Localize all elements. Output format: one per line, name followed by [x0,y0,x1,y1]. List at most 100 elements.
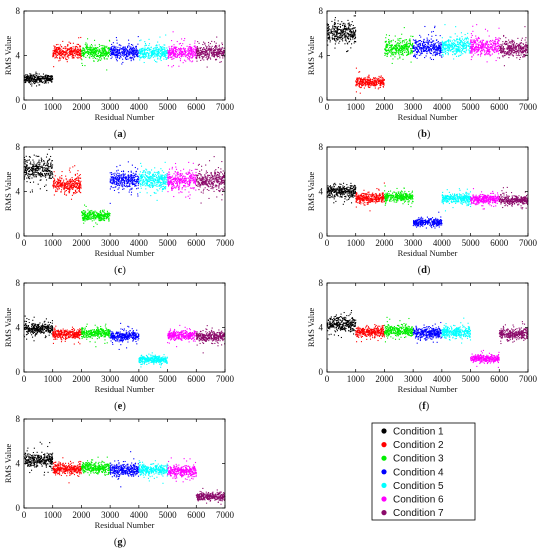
data-point [167,65,169,67]
data-point [411,48,413,50]
data-point [347,43,349,45]
data-point [420,54,422,56]
data-point [135,52,137,54]
data-point [196,51,198,53]
data-point [28,77,30,79]
data-point [147,49,149,51]
data-point [123,48,125,50]
data-point [334,35,336,37]
data-point [515,52,517,54]
data-point [199,52,201,54]
data-point [48,159,50,161]
data-point [366,79,368,81]
data-point [404,44,406,46]
data-point [478,47,480,49]
data-point [486,42,488,44]
data-point [83,49,85,51]
data-point [352,38,354,40]
data-point [76,51,78,53]
data-point [442,55,444,57]
data-point [64,50,66,53]
data-point [27,176,29,178]
data-point [411,44,413,46]
data-point [38,79,40,81]
data-point [180,53,182,55]
data-point [160,54,162,56]
data-point [456,35,458,37]
data-point [180,51,182,53]
data-point [25,75,27,78]
data-point [339,28,341,31]
data-point [438,46,440,48]
data-point [71,55,73,57]
data-point [88,51,90,53]
data-point [59,52,61,54]
data-point [385,53,387,55]
data-point [139,40,141,42]
data-point [98,45,101,47]
data-point [137,43,139,45]
data-point [56,48,58,51]
data-point [512,55,514,57]
data-point [466,44,468,46]
data-point [155,45,157,47]
data-point [397,58,399,60]
data-point [345,34,347,36]
data-point [395,44,397,46]
data-point [163,53,165,55]
data-point [83,52,85,54]
data-point [35,174,37,176]
data-point [141,51,143,53]
data-point [407,46,409,48]
data-point [477,46,479,48]
data-point [122,61,124,63]
data-point [77,170,79,172]
data-point [408,53,410,55]
data-point [515,54,517,56]
y-axis-label: RMS Value [3,36,13,76]
data-point [82,54,85,56]
data-point [369,80,371,82]
data-point [200,47,202,49]
data-point [165,51,167,53]
data-point [436,39,438,41]
data-point [84,53,86,55]
data-point [330,29,332,31]
data-point [368,76,370,78]
data-point [82,55,84,57]
data-point [333,27,335,30]
data-point [482,50,484,52]
data-point [112,50,114,52]
data-point [44,78,46,80]
data-point [86,44,88,46]
data-point [181,52,183,54]
data-point [90,44,93,46]
data-point [450,48,452,51]
data-point [444,47,446,49]
data-point [201,55,203,58]
data-point [393,54,395,56]
data-point [153,50,155,52]
data-point [55,54,57,56]
data-point [101,50,103,52]
data-point [100,51,102,53]
data-point [46,189,48,192]
data-point [162,51,164,53]
series-condition-1 [326,15,357,53]
data-point [157,51,159,53]
data-point [429,45,432,47]
x-tick-label: 4000 [433,102,452,112]
data-point [77,50,79,52]
data-point [179,48,181,50]
data-point [362,84,364,86]
data-point [93,52,95,54]
data-point [212,53,214,55]
data-point [28,82,30,84]
data-point [172,48,174,50]
data-point [180,52,182,54]
data-point [512,46,514,48]
data-point [452,42,454,44]
data-point [478,37,480,40]
x-axis-label: Residual Number [398,112,458,122]
data-point [494,40,496,43]
